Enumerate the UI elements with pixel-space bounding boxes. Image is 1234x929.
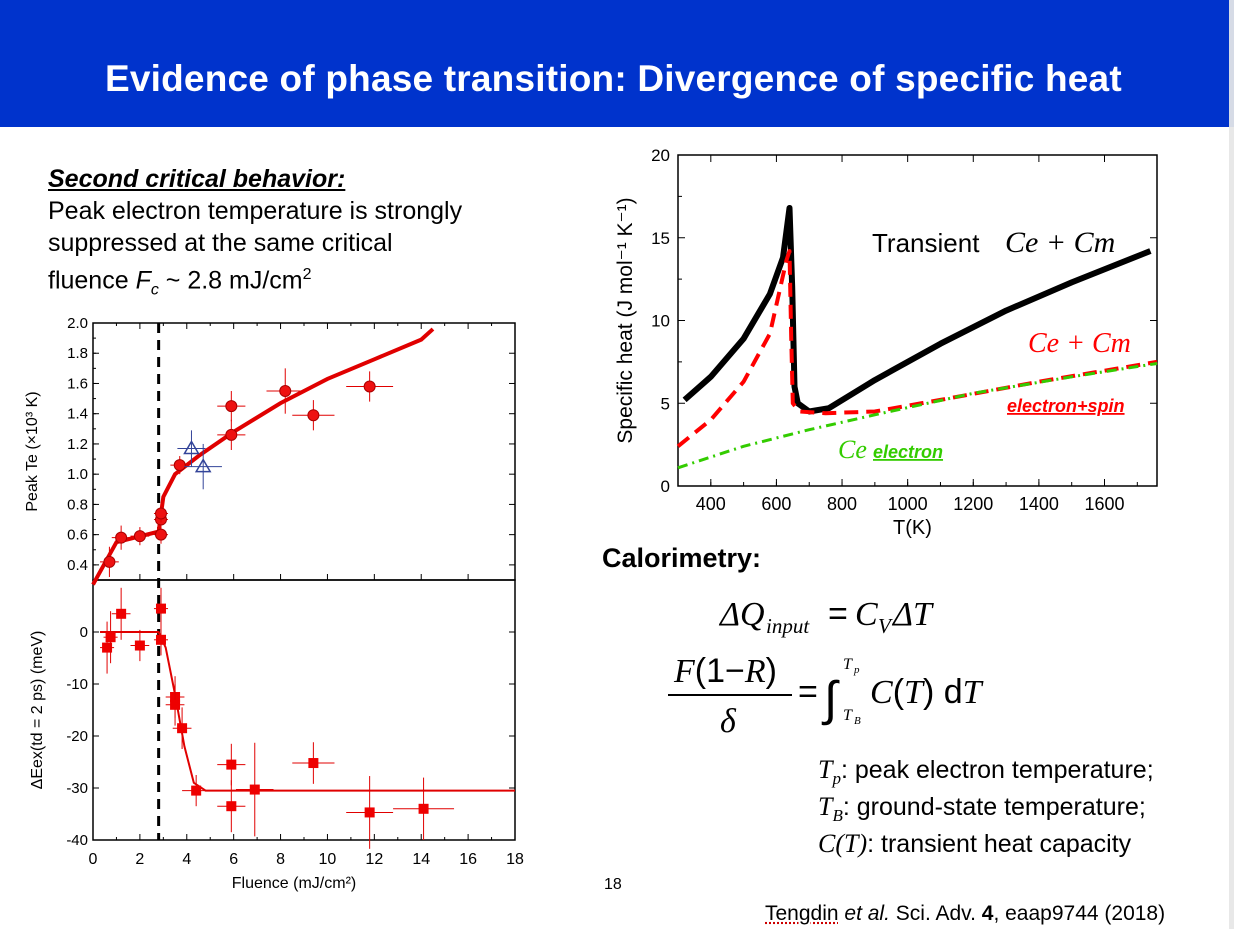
bottom-data-point xyxy=(308,758,318,768)
eq1-rhs: C xyxy=(855,596,878,633)
annotation-electron: electron xyxy=(873,442,943,462)
annotation-transient: Transient xyxy=(872,228,980,258)
bottom-data-point xyxy=(156,635,166,645)
sh-ytick-label: 0 xyxy=(661,477,670,496)
sh-xtick-label: 600 xyxy=(761,494,791,514)
xtick-label: 6 xyxy=(229,851,238,868)
bottom-xlabel: Fluence (mJ/cm²) xyxy=(232,875,356,892)
sh-ytick-label: 5 xyxy=(661,394,670,413)
bottom-ytick-label: 0 xyxy=(80,624,88,641)
eq2-upper-sub: p xyxy=(853,664,860,676)
xtick-label: 4 xyxy=(182,851,191,868)
eq1-lhs: ΔQ xyxy=(718,596,765,633)
specific-heat-chart: 0 5 10 15 20 400 600 800 1000 1200 1400 1600 T(K) Spe… xyxy=(0,0,1234,560)
annotation-ce-cm: Ce + Cm xyxy=(1028,328,1131,359)
sh-xlabel: T(K) xyxy=(893,517,932,539)
annotation-transient-formula: Ce + Cm xyxy=(1005,226,1115,259)
bottom-data-point xyxy=(191,786,201,796)
specific-heat-frame xyxy=(678,155,1157,486)
xtick-label: 16 xyxy=(459,851,477,868)
bottom-data-point xyxy=(226,760,236,770)
calorimetry-heading: Calorimetry: xyxy=(602,543,761,574)
bottom-data-point xyxy=(250,785,260,795)
bottom-panel-frame xyxy=(93,580,515,840)
bottom-data-point xyxy=(156,604,166,614)
eq2-lower: T xyxy=(843,707,853,724)
bottom-data-point xyxy=(116,609,126,619)
sh-xtick-label: 400 xyxy=(696,494,726,514)
bottom-data-point xyxy=(135,641,145,651)
sh-xtick-label: 1000 xyxy=(888,494,928,514)
eq1-eq: = xyxy=(828,595,848,633)
sh-xtick-label: 1200 xyxy=(953,494,993,514)
eq2-num: F(1−R) xyxy=(673,652,777,690)
eq2-lower-sub: B xyxy=(854,715,861,727)
bottom-ytick-label: -10 xyxy=(66,676,88,693)
sh-xtick-label: 1400 xyxy=(1019,494,1059,514)
sh-ytick-label: 20 xyxy=(651,146,670,165)
page-number: 18 xyxy=(604,876,622,894)
xtick-label: 14 xyxy=(412,851,430,868)
eq2-eq: = xyxy=(798,673,818,711)
citation: Tengdin et al. Sci. Adv. 4, eaap9744 (20… xyxy=(765,902,1165,926)
bottom-data-point xyxy=(177,723,187,733)
bottom-ytick-label: -40 xyxy=(66,832,88,849)
xtick-label: 18 xyxy=(506,851,524,868)
sh-xtick-label: 1600 xyxy=(1084,494,1124,514)
definition-tp: Tp: peak electron temperature; xyxy=(818,755,1154,789)
eq2-den: δ xyxy=(720,703,737,740)
sh-ytick-label: 15 xyxy=(651,229,670,248)
calorimetry-equations: ΔQ input = C V ΔT F(1−R) δ = ∫ T p T B C… xyxy=(640,585,1234,755)
annotation-ce: Ce xyxy=(838,435,867,464)
bottom-ylabel: ΔEex(td = 2 ps) (meV) xyxy=(29,631,46,790)
sh-ytick-label: 10 xyxy=(651,312,670,331)
xtick-label: 2 xyxy=(135,851,144,868)
eq2-integrand: C(T) dT xyxy=(870,673,984,711)
xtick-label: 0 xyxy=(89,851,98,868)
bottom-data-point xyxy=(106,632,116,642)
bottom-data-point xyxy=(365,807,375,817)
bottom-ytick-label: -30 xyxy=(66,780,88,797)
bottom-fit-curve xyxy=(100,632,515,791)
eq1-rhs-dt: ΔT xyxy=(891,596,934,633)
eq1-rhs-sub: V xyxy=(878,614,893,638)
annotation-electron-spin: electron+spin xyxy=(1007,396,1125,416)
xtick-label: 10 xyxy=(319,851,337,868)
sh-xtick-label: 800 xyxy=(827,494,857,514)
bottom-data-point xyxy=(419,804,429,814)
xtick-label: 8 xyxy=(276,851,285,868)
sh-ylabel: Specific heat (J mol⁻¹ K⁻¹) xyxy=(614,197,637,443)
eq2-integral: ∫ xyxy=(821,673,840,726)
bottom-data-point xyxy=(226,801,236,811)
bottom-data-point xyxy=(170,700,180,710)
bottom-ytick-label: -20 xyxy=(66,728,88,745)
xtick-label: 12 xyxy=(365,851,383,868)
definition-ct: C(T): transient heat capacity xyxy=(818,829,1131,859)
eq2-upper: T xyxy=(843,656,853,673)
definition-tb: TB: ground-state temperature; xyxy=(818,792,1146,826)
eq1-sub: input xyxy=(766,614,810,638)
